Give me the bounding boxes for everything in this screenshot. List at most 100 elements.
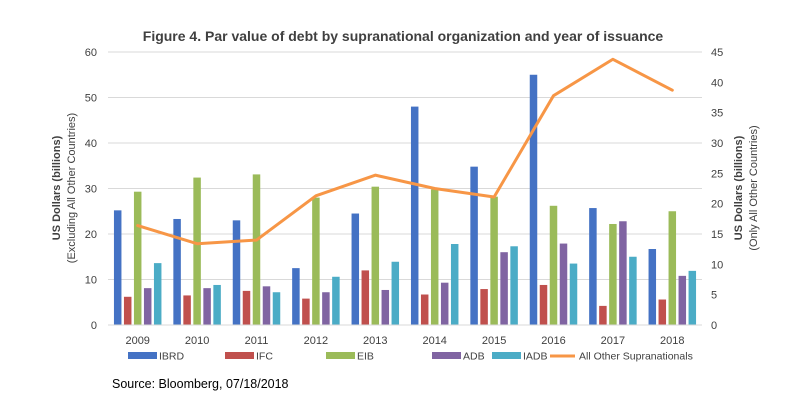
bar-ibrd-2010 <box>173 218 181 325</box>
x-axis: 2009 2010 2011 2012 2013 2014 2015 2016 2017 2018 <box>108 324 702 347</box>
right-tick-label: 20 <box>711 199 723 211</box>
right-tick-label: 40 <box>711 77 723 89</box>
right-tick-label: 10 <box>711 259 723 271</box>
bar-eib-2013 <box>371 186 380 325</box>
bar-ibrd-2014 <box>410 106 419 325</box>
bar-eib-2011 <box>252 174 261 325</box>
bar-ifc-2013 <box>361 270 370 325</box>
legend-label-adb: ADB <box>463 351 485 363</box>
bar-adb-2018 <box>678 275 687 325</box>
bar-iadb-2014 <box>450 244 459 325</box>
left-tick-label: 50 <box>85 93 97 105</box>
bar-ibrd-2018 <box>648 249 657 325</box>
gridlines <box>108 51 702 280</box>
bars <box>113 74 697 326</box>
bar-iadb-2015 <box>510 246 518 325</box>
bar-ifc-2012 <box>302 298 310 325</box>
legend-label-all-other-supranationals: All Other Supranationals <box>579 351 693 363</box>
bar-ibrd-2009 <box>113 210 122 325</box>
bar-ifc-2010 <box>183 295 191 325</box>
right-tick-label: 30 <box>711 138 723 150</box>
legend-label-eib: EIB <box>357 351 374 363</box>
left-tick-label: 10 <box>85 275 97 287</box>
x-tick-label: 2018 <box>660 335 684 347</box>
left-axis-title: US Dollars (billions) (Excluding All Oth… <box>51 113 78 263</box>
bar-iadb-2018 <box>688 270 697 325</box>
legend-swatch-ibrd <box>128 352 157 359</box>
x-tick-label: 2009 <box>125 335 149 347</box>
x-tick-label: 2016 <box>541 335 565 347</box>
bar-ifc-2014 <box>420 294 429 325</box>
bar-adb-2012 <box>322 292 330 325</box>
bar-ifc-2011 <box>242 290 251 326</box>
left-tick-label: 30 <box>85 184 97 196</box>
bar-eib-2018 <box>668 211 677 325</box>
left-tick-label: 20 <box>85 229 97 241</box>
right-axis-title: US Dollars (billions) (Only All Other Co… <box>733 125 760 250</box>
right-axis-ticks: 0 5 10 15 20 25 30 35 40 45 <box>711 47 723 332</box>
bar-iadb-2013 <box>391 261 400 325</box>
source-note: Source: Bloomberg, 07/18/2018 <box>112 377 289 391</box>
right-tick-label: 0 <box>711 320 717 332</box>
left-tick-label: 0 <box>91 320 97 332</box>
bar-eib-2014 <box>430 189 439 325</box>
right-tick-label: 45 <box>711 47 723 59</box>
bar-adb-2011 <box>262 286 271 325</box>
bar-adb-2009 <box>143 288 152 325</box>
bar-adb-2016 <box>559 243 568 325</box>
bar-iadb-2010 <box>213 284 221 325</box>
bar-iadb-2017 <box>629 256 637 325</box>
bar-eib-2009 <box>133 191 142 325</box>
bar-iadb-2011 <box>272 292 281 325</box>
right-tick-label: 25 <box>711 168 723 180</box>
left-tick-label: 60 <box>85 47 97 59</box>
left-axis-sublabel: (Excluding All Other Countries) <box>66 113 78 263</box>
bar-eib-2012 <box>312 197 320 325</box>
bar-ibrd-2016 <box>529 74 538 325</box>
bar-adb-2013 <box>381 289 390 325</box>
legend-label-iadb: IADB <box>523 351 548 363</box>
bar-ibrd-2013 <box>351 213 360 325</box>
line-layer <box>136 57 674 246</box>
bar-adb-2015 <box>500 252 508 325</box>
bar-ifc-2018 <box>658 299 667 325</box>
right-tick-label: 15 <box>711 229 723 241</box>
legend-label-ibrd: IBRD <box>159 351 185 363</box>
right-tick-label: 35 <box>711 108 723 120</box>
x-tick-label: 2014 <box>422 335 446 347</box>
bar-adb-2010 <box>203 288 211 325</box>
legend: IBRD IFC EIB ADB IADB All Other Supranational… <box>128 351 693 363</box>
bar-ifc-2015 <box>480 289 488 325</box>
legend-label-ifc: IFC <box>256 351 273 363</box>
bar-ibrd-2015 <box>470 166 478 325</box>
bar-eib-2016 <box>549 205 558 325</box>
right-axis-sublabel: (Only All Other Countries) <box>748 125 760 250</box>
x-tick-label: 2015 <box>482 335 506 347</box>
bar-eib-2015 <box>490 196 498 325</box>
chart-title: Figure 4. Par value of debt by supranati… <box>143 28 664 44</box>
line-all-other-supranationals <box>136 57 674 246</box>
legend-swatch-adb <box>432 352 461 359</box>
bar-eib-2010 <box>193 177 201 325</box>
legend-swatch-iadb <box>492 352 521 359</box>
bar-ibrd-2017 <box>589 208 597 325</box>
left-axis-ticks: 0 10 20 30 40 50 60 <box>85 47 97 332</box>
right-tick-label: 5 <box>711 290 717 302</box>
x-tick-label: 2017 <box>601 335 625 347</box>
bar-ibrd-2011 <box>232 220 241 325</box>
right-axis-label: US Dollars (billions) <box>733 135 745 240</box>
bar-ifc-2016 <box>539 284 548 325</box>
x-tick-label: 2010 <box>185 335 209 347</box>
bar-eib-2017 <box>609 223 617 325</box>
left-tick-label: 40 <box>85 138 97 150</box>
bar-adb-2014 <box>440 282 449 325</box>
bar-iadb-2012 <box>332 276 340 325</box>
legend-swatch-ifc <box>225 352 254 359</box>
bar-iadb-2016 <box>569 263 578 325</box>
x-tick-label: 2012 <box>304 335 328 347</box>
bar-ibrd-2012 <box>292 268 300 326</box>
x-tick-label: 2013 <box>363 335 387 347</box>
bar-adb-2017 <box>619 221 627 325</box>
left-axis-label: US Dollars (billions) <box>51 135 63 240</box>
